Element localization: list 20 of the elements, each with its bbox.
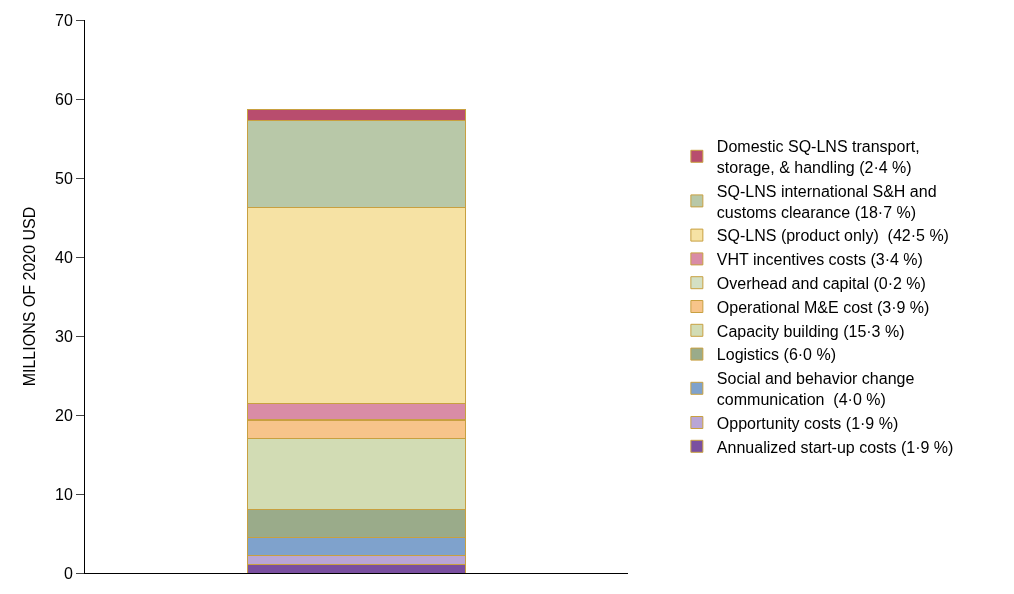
legend-label: VHT incentives costs (3·4 %) bbox=[716, 251, 923, 269]
legend-label: Opportunity costs (1·9 %) bbox=[716, 414, 899, 432]
y-tick-label: 20 bbox=[55, 406, 73, 424]
y-tick-label: 0 bbox=[63, 564, 73, 582]
y-tick-label: 10 bbox=[55, 485, 73, 503]
legend-label: Annualized start-up costs (1·9 %) bbox=[716, 438, 954, 456]
y-tick-label: 70 bbox=[55, 11, 73, 29]
legend-label: Operational M&E cost (3·9 %) bbox=[716, 298, 930, 316]
legend-label: Logistics (6·0 %) bbox=[716, 346, 837, 364]
legend-label: SQ-LNS (product only) (42·5 %) bbox=[716, 227, 949, 245]
y-axis-title: MILLIONS OF 2020 USD bbox=[20, 206, 38, 387]
legend-label: Social and behavior change communication (4·0 %) bbox=[716, 370, 915, 408]
y-tick-label: 60 bbox=[55, 90, 73, 108]
y-tick-label: 30 bbox=[55, 327, 73, 345]
legend-label: Capacity building (15·3 %) bbox=[716, 322, 905, 340]
legend-label: SQ-LNS international S&H and customs clearance (18·7 %) bbox=[716, 182, 937, 221]
legend-label: Domestic SQ-LNS transport, storage, & handling (2·4 %) bbox=[716, 138, 920, 176]
legend-label: Overhead and capital (0·2 %) bbox=[716, 274, 926, 292]
y-tick-label: 40 bbox=[55, 248, 73, 266]
y-tick-label: 50 bbox=[55, 169, 73, 187]
